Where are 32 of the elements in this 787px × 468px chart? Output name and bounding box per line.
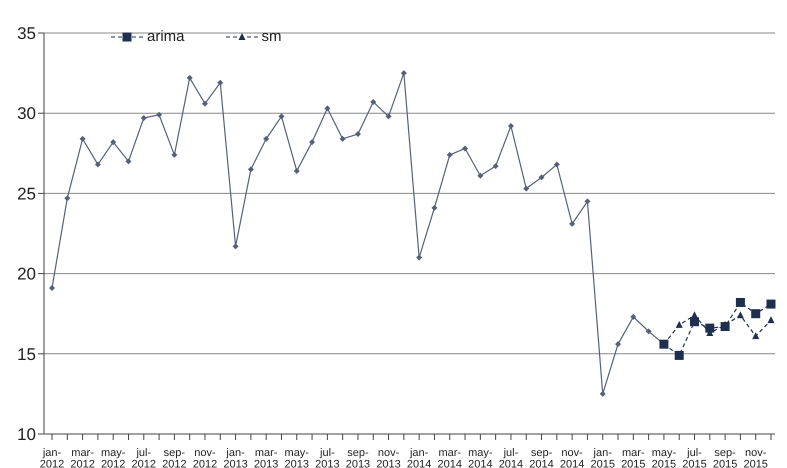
y-tick-label: 30 <box>17 104 36 124</box>
x-tick-label: may-2014 <box>468 446 493 468</box>
x-tick-label: mar-2014 <box>438 446 462 468</box>
y-tick-label: 35 <box>17 24 36 44</box>
x-tick-label: jan-2012 <box>40 446 64 468</box>
legend-label: arima <box>147 28 185 45</box>
x-tick-label: may-2015 <box>652 446 676 468</box>
x-tick-label: nov-2015 <box>743 446 768 468</box>
x-tick-label: sep-2014 <box>529 446 554 468</box>
x-tick-label: mar-2015 <box>621 446 646 468</box>
x-tick-label: jan-2013 <box>223 446 248 468</box>
x-tick-label: jul-2015 <box>682 446 707 468</box>
y-tick-label: 15 <box>17 344 36 364</box>
legend-label: sm <box>262 28 282 45</box>
x-tick-label: jul-2013 <box>315 446 340 468</box>
x-tick-label: jul-2012 <box>132 446 156 468</box>
x-tick-label: sep-2015 <box>712 446 738 468</box>
x-tick-label: may-2013 <box>284 446 310 468</box>
x-tick-label: mar-2013 <box>254 446 278 468</box>
x-tick-label: jan-2014 <box>406 446 432 468</box>
y-tick-label: 20 <box>17 264 36 284</box>
x-tick-label: jan-2015 <box>590 446 615 468</box>
y-tick-label: 25 <box>17 184 36 204</box>
x-tick-label: mar-2012 <box>70 446 95 468</box>
x-tick-label: sep-2013 <box>346 446 370 468</box>
x-tick-label: nov-2012 <box>192 446 218 468</box>
x-tick-label: nov-2013 <box>376 446 401 468</box>
y-tick-label: 10 <box>17 425 36 444</box>
x-tick-label: sep-2012 <box>162 446 187 468</box>
x-tick-label: may-2012 <box>100 446 126 468</box>
x-tick-label: jul-2014 <box>498 446 524 468</box>
x-tick-label: nov-2014 <box>560 446 584 468</box>
